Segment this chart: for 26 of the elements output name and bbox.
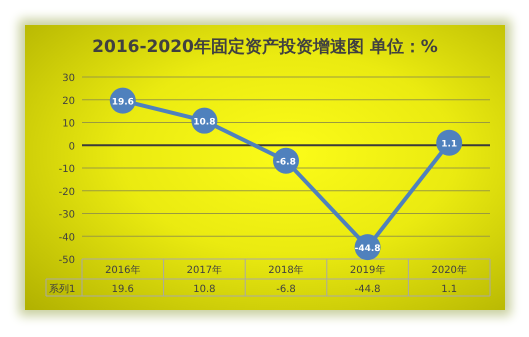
x-tick-label: 2016年 — [105, 264, 141, 276]
y-tick-label: -40 — [58, 232, 75, 244]
x-tick-label: 2020年 — [431, 264, 467, 276]
annotation: 10.8 — [193, 118, 216, 128]
annotation: -6.8 — [276, 158, 296, 168]
y-tick-label: 30 — [62, 73, 75, 84]
x-tick-label: 2019年 — [350, 264, 386, 276]
chart-title: 2016-2020年固定资产投资增速图 单位：% — [92, 37, 438, 57]
y-tick-label: 10 — [62, 118, 75, 130]
y-tick-label: -50 — [58, 255, 75, 266]
data-label: 10.8 — [193, 284, 216, 295]
data-label: 1.1 — [441, 284, 458, 295]
y-tick-label: 0 — [68, 141, 75, 152]
annotation: 1.1 — [441, 140, 458, 150]
data-label: -6.8 — [276, 284, 296, 295]
data-label: -44.8 — [354, 284, 381, 295]
text: 系列1 — [49, 283, 76, 295]
annotation: -44.8 — [354, 244, 381, 254]
data-label: 19.6 — [112, 284, 134, 295]
y-tick-label: -30 — [58, 210, 75, 220]
x-tick-label: 2017年 — [186, 264, 222, 276]
y-tick-label: -10 — [58, 164, 75, 175]
y-tick-label: 20 — [62, 96, 75, 107]
annotation: 19.6 — [112, 98, 134, 108]
x-tick-label: 2018年 — [268, 264, 304, 276]
y-tick-label: -20 — [58, 186, 75, 198]
